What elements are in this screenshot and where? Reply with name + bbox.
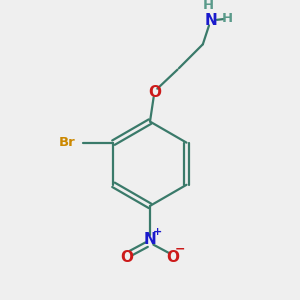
Text: H: H <box>203 0 214 12</box>
Text: O: O <box>148 85 162 100</box>
Text: O: O <box>121 250 134 265</box>
Text: −: − <box>175 243 185 256</box>
Text: N: N <box>205 13 217 28</box>
Text: N: N <box>144 232 156 247</box>
Text: O: O <box>167 250 179 265</box>
Text: +: + <box>152 227 162 237</box>
Text: Br: Br <box>59 136 76 149</box>
Text: H: H <box>222 13 233 26</box>
